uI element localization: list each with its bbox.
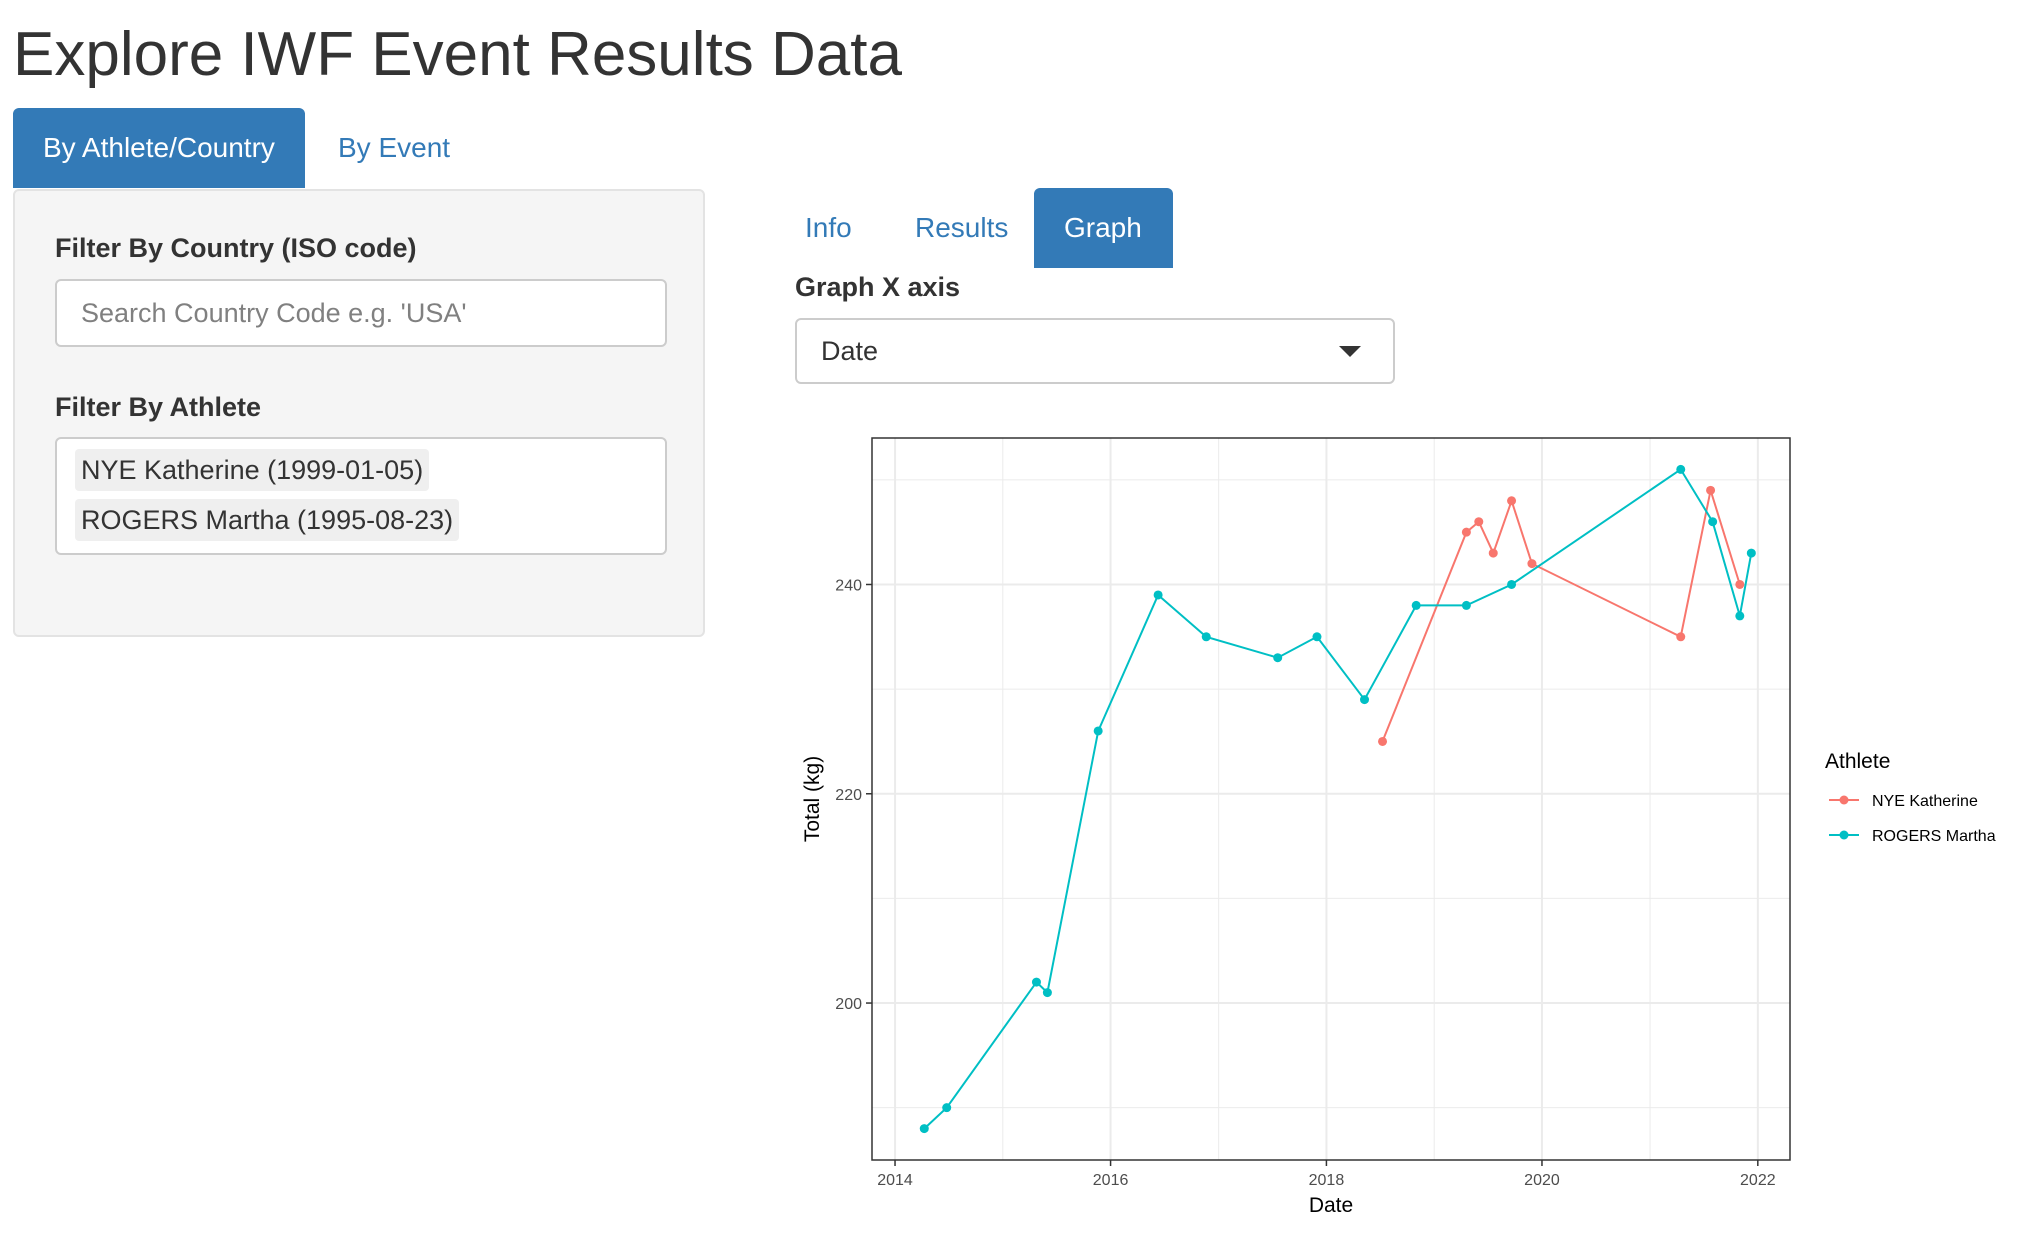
country-search-input[interactable]	[57, 281, 665, 345]
tab-graph[interactable]: Graph	[1034, 188, 1173, 268]
data-point	[1153, 590, 1163, 600]
legend-label: NYE Katherine	[1872, 793, 1978, 810]
athlete-multiselect[interactable]: NYE Katherine (1999-01-05) ROGERS Martha…	[55, 437, 667, 555]
data-point	[1461, 600, 1471, 610]
y-tick-label: 200	[835, 996, 862, 1013]
data-point	[1093, 726, 1103, 736]
results-chart: 200 220 240 2014 2016 2018 2020 2022 Date Total…	[795, 430, 2015, 1220]
tab-by-athlete-country[interactable]: By Athlete/Country	[13, 108, 305, 188]
chart-panel	[872, 438, 1790, 1160]
x-tick-label: 2016	[1093, 1172, 1129, 1189]
data-point	[1378, 736, 1388, 746]
athlete-filter-label: Filter By Athlete	[55, 392, 262, 422]
tab-info[interactable]: Info	[805, 212, 852, 243]
x-tick-label: 2020	[1524, 1172, 1560, 1189]
chart-grid	[872, 438, 1790, 1160]
legend-title: Athlete	[1825, 750, 1890, 773]
chart-series	[919, 464, 1756, 1134]
chart-legend: Athlete NYE Katherine ROGERS Martha	[1825, 750, 1996, 845]
country-filter-label: Filter By Country (ISO code)	[55, 233, 417, 263]
graph-x-axis-select[interactable]: Date	[795, 318, 1395, 384]
x-axis-title: Date	[1309, 1194, 1353, 1217]
sidebar-panel: Filter By Country (ISO code) Filter By A…	[13, 189, 705, 637]
y-tick-label: 240	[835, 577, 862, 594]
x-tick-label: 2014	[877, 1172, 913, 1189]
chart-panel-border	[871, 437, 1791, 1161]
data-point	[1461, 527, 1471, 537]
data-point	[1273, 653, 1283, 663]
page-title: Explore IWF Event Results Data	[13, 20, 902, 89]
data-point	[1676, 464, 1686, 474]
data-point	[1708, 517, 1718, 527]
legend-label: ROGERS Martha	[1872, 828, 1996, 845]
legend-key-point	[1839, 830, 1849, 840]
athlete-chip[interactable]: ROGERS Martha (1995-08-23)	[75, 499, 460, 541]
country-filter-box	[55, 279, 667, 347]
data-point	[1676, 632, 1686, 642]
data-point	[1411, 600, 1421, 610]
y-tick-label: 220	[835, 787, 862, 804]
data-point	[1360, 695, 1370, 705]
x-tick-label: 2018	[1309, 1172, 1345, 1189]
data-point	[1312, 632, 1322, 642]
data-point	[1735, 611, 1745, 621]
data-point	[1042, 988, 1052, 998]
tab-results[interactable]: Results	[915, 212, 1009, 243]
data-point	[1706, 485, 1716, 495]
data-point	[1507, 496, 1517, 506]
data-point	[1488, 548, 1498, 558]
tab-by-event[interactable]: By Event	[338, 132, 451, 163]
x-tick-label: 2022	[1740, 1172, 1776, 1189]
y-axis-title: Total (kg)	[801, 756, 824, 842]
data-point	[1201, 632, 1211, 642]
data-point	[942, 1103, 952, 1113]
graph-x-axis-label: Graph X axis	[795, 272, 961, 302]
data-point	[1474, 517, 1484, 527]
data-point	[1507, 579, 1517, 589]
chart-ticks: 200 220 240 2014 2016 2018 2020 2022	[835, 577, 1775, 1189]
data-point	[1746, 548, 1756, 558]
caret-down-icon	[1339, 346, 1361, 357]
data-point	[1031, 977, 1041, 987]
data-point	[919, 1124, 929, 1134]
data-point	[1735, 579, 1745, 589]
select-value: Date	[821, 336, 879, 366]
athlete-chip[interactable]: NYE Katherine (1999-01-05)	[75, 449, 430, 491]
legend-key-point	[1839, 795, 1849, 805]
data-point	[1527, 559, 1537, 569]
